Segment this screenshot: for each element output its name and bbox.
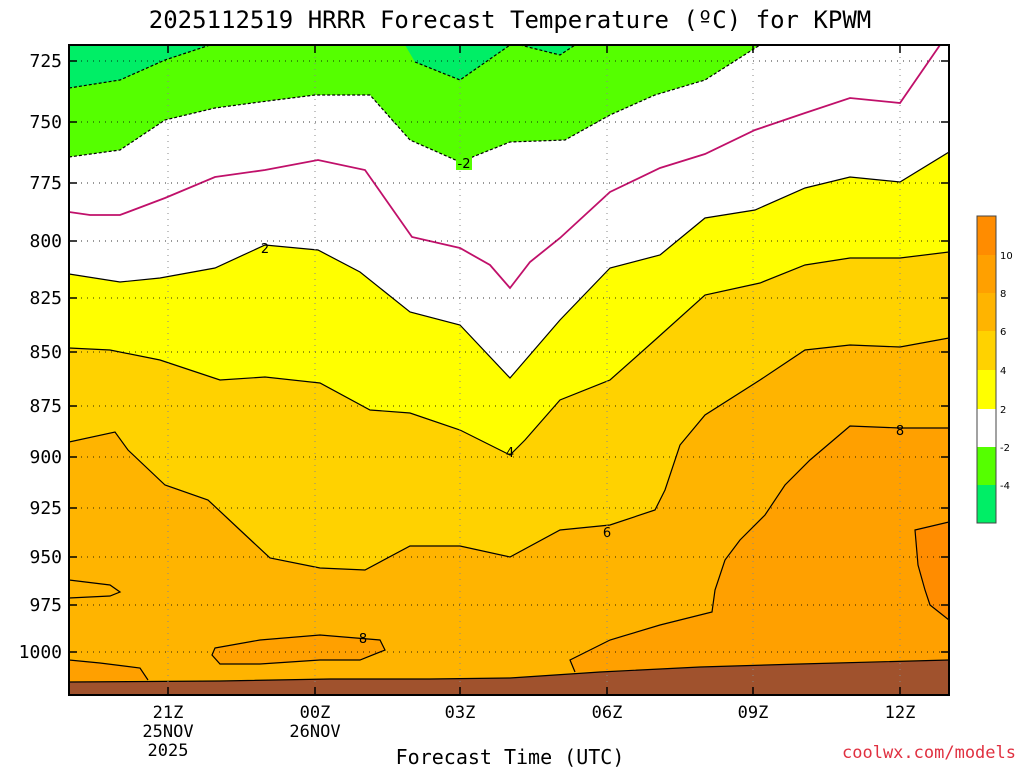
colorbar-band — [977, 293, 996, 331]
band-below-minus4-top — [405, 45, 575, 80]
contour-label-8-center: 8 — [359, 632, 367, 647]
y-tick-label: 750 — [29, 112, 62, 133]
y-tick-labels: 725 750 775 800 825 850 875 900 925 950 … — [19, 51, 62, 663]
colorbar: 10 8 6 4 2 -2 -4 — [976, 215, 1013, 524]
y-tick-label: 1000 — [19, 642, 62, 663]
contour-6-pocket — [69, 579, 122, 599]
colorbar-band — [977, 216, 996, 255]
x-tick-label: 03Z — [445, 703, 476, 723]
y-tick-label: 725 — [29, 51, 62, 72]
band-8-to-10-center — [212, 635, 385, 664]
colorbar-frame — [976, 215, 997, 524]
credit-text: coolwx.com/models — [842, 743, 1016, 763]
colorbar-tick-label: 2 — [1000, 405, 1006, 416]
contour-8-left — [69, 659, 149, 681]
grid-vertical — [167, 45, 901, 695]
x-tick-label: 06Z — [592, 703, 623, 723]
y-tick-label: 950 — [29, 547, 62, 568]
colorbar-band — [977, 447, 996, 485]
band-10-to-12 — [915, 522, 949, 620]
colorbar-band — [977, 409, 996, 447]
y-tick-label: 775 — [29, 173, 62, 194]
band-minus2-to-2 — [69, 45, 949, 378]
colorbar-tick-label: 4 — [1000, 366, 1006, 377]
colorbar-band — [977, 485, 996, 523]
y-tick-label: 875 — [29, 396, 62, 417]
x-tick-label: 12Z — [885, 703, 916, 723]
terrain-edge — [69, 659, 949, 683]
x-axis-label: Forecast Time (UTC) — [396, 745, 625, 768]
x-tick-label: 09Z — [738, 703, 769, 723]
band-8-to-10-east — [570, 426, 949, 672]
contour-label-2: 2 — [261, 242, 269, 257]
colorbar-tick-label: 10 — [1000, 251, 1013, 262]
y-axis — [69, 60, 949, 653]
y-tick-label: 800 — [29, 231, 62, 252]
contour-label-8-east: 8 — [896, 424, 904, 439]
plot-frame — [68, 44, 950, 696]
chart-title: 2025112519 HRRR Forecast Temperature (ºC… — [149, 6, 871, 34]
colorbar-band — [977, 331, 996, 370]
contour-lines — [69, 45, 949, 683]
contour-10 — [914, 521, 949, 621]
contour-label-4: 4 — [506, 446, 514, 461]
contour-minus2 — [69, 45, 761, 163]
y-tick-label: 975 — [29, 595, 62, 616]
terrain — [69, 660, 949, 695]
x-tick-date: 26NOV — [289, 722, 340, 742]
y-tick-label: 900 — [29, 447, 62, 468]
contour-minus4 — [69, 45, 576, 89]
colorbar-band — [977, 370, 996, 409]
zero-degree-line — [69, 45, 941, 290]
contour-6 — [69, 337, 949, 571]
x-tick-label: 21Z — [153, 703, 184, 723]
colorbar-tick-label: 8 — [1000, 289, 1006, 300]
contour-8-center — [211, 634, 386, 665]
y-tick-label: 925 — [29, 498, 62, 519]
contour-4 — [69, 251, 949, 456]
contour-label-6: 6 — [603, 526, 611, 541]
colorbar-tick-label: 6 — [1000, 327, 1006, 338]
contour-label-group: -2 2 4 6 8 8 — [261, 156, 904, 647]
x-tick-date: 25NOV — [142, 722, 193, 742]
band-below-minus4-left — [69, 45, 210, 88]
band-minus4-to-minus2 — [69, 45, 760, 162]
x-tick-labels: 21Z 25NOV 2025 00Z 26NOV 03Z 06Z 09Z 12Z — [142, 703, 915, 761]
temperature-field — [69, 45, 949, 695]
x-tick-label: 00Z — [300, 703, 331, 723]
band-8-to-10-left — [69, 660, 148, 682]
contour-8-east — [569, 425, 949, 673]
colorbar-tick-label: -4 — [1000, 481, 1010, 492]
x-axis — [167, 45, 901, 695]
y-tick-label: 850 — [29, 342, 62, 363]
contour-2 — [69, 151, 949, 379]
y-tick-label: 825 — [29, 288, 62, 309]
colorbar-tick-label: -2 — [1000, 443, 1010, 454]
contour-label-minus2: -2 — [458, 157, 471, 172]
x-tick-year: 2025 — [148, 741, 189, 761]
colorbar-band — [977, 255, 996, 293]
